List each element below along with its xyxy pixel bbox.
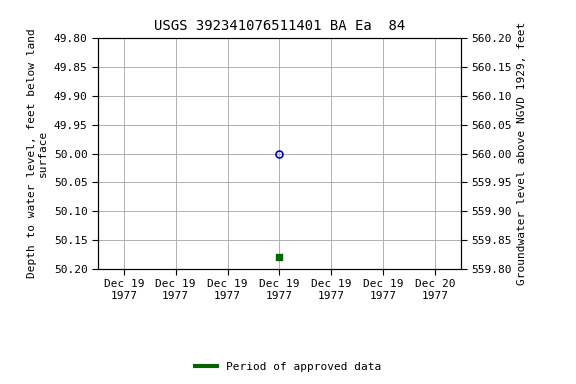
Title: USGS 392341076511401 BA Ea  84: USGS 392341076511401 BA Ea 84 <box>154 19 405 33</box>
Y-axis label: Groundwater level above NGVD 1929, feet: Groundwater level above NGVD 1929, feet <box>517 22 527 285</box>
Y-axis label: Depth to water level, feet below land
surface: Depth to water level, feet below land su… <box>26 29 48 278</box>
Legend: Period of approved data: Period of approved data <box>191 358 385 377</box>
